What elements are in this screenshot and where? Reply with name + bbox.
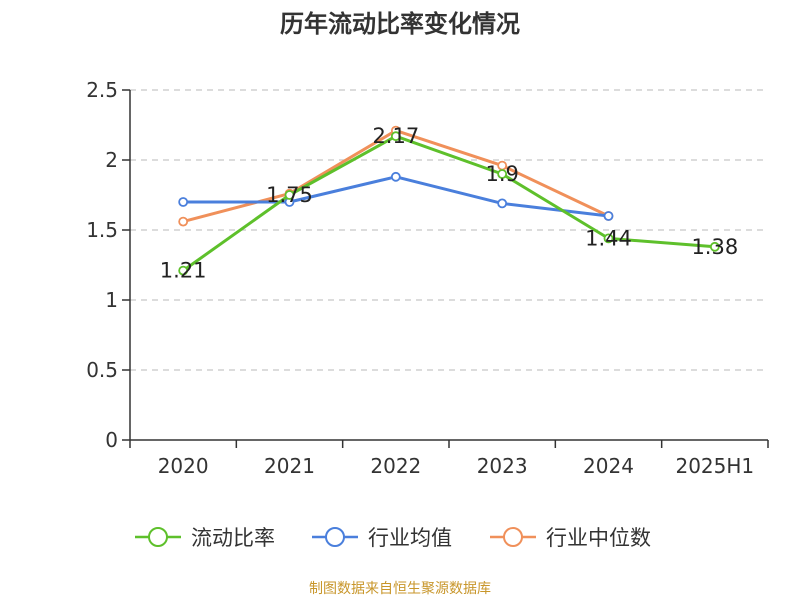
data-point (709, 241, 720, 252)
data-point (390, 131, 401, 142)
data-label: 1.21 (160, 259, 207, 283)
legend-marker (325, 527, 345, 547)
y-tick-label: 2 (105, 148, 118, 172)
legend-marker (503, 527, 523, 547)
data-label: 1.9 (485, 162, 518, 186)
x-tick-label: 2023 (477, 454, 528, 478)
data-point (178, 216, 189, 227)
series-line (182, 134, 715, 272)
legend-label: 流动比率 (191, 526, 275, 550)
data-point (603, 211, 614, 221)
legend: 流动比率 行业均值 行业中位数 (135, 526, 651, 550)
data-point (178, 265, 189, 276)
y-tick-label: 0.5 (86, 358, 118, 382)
x-tick-label: 2024 (583, 454, 634, 478)
data-point (390, 171, 401, 182)
data-label: 1.38 (691, 235, 738, 259)
x-tick-label: 2022 (370, 454, 421, 478)
grid-lines (130, 89, 768, 371)
x-tick-label: 2025H1 (675, 454, 754, 478)
data-point (178, 197, 189, 207)
data-point (284, 190, 295, 200)
series-layer (178, 125, 720, 276)
legend-label: 行业均值 (368, 526, 452, 550)
y-tick-label: 0 (105, 428, 118, 452)
data-label: 1.44 (585, 226, 632, 250)
axes: 0 0.5 1 1.5 2 2.5 2020 2021 2022 2023 2024 2025H1 (86, 78, 769, 478)
chart-title: 历年流动比率变化情况 (280, 10, 520, 38)
data-point (497, 169, 508, 179)
y-tick-label: 2.5 (86, 78, 118, 102)
data-label: 2.17 (372, 124, 419, 148)
legend-marker (148, 527, 168, 547)
x-tick-label: 2020 (158, 454, 209, 478)
source-footer: 制图数据来自恒生聚源数据库 (309, 581, 491, 597)
series-line (183, 175, 609, 218)
data-point (603, 233, 614, 244)
data-labels: 1.21 1.75 2.17 1.9 1.44 1.38 (160, 124, 738, 282)
y-tick-label: 1 (105, 288, 118, 312)
x-tick-label: 2021 (264, 454, 315, 478)
legend-label: 行业中位数 (546, 526, 651, 550)
data-label: 1.75 (266, 183, 313, 207)
data-point (497, 198, 508, 209)
y-tick-label: 1.5 (86, 218, 118, 242)
